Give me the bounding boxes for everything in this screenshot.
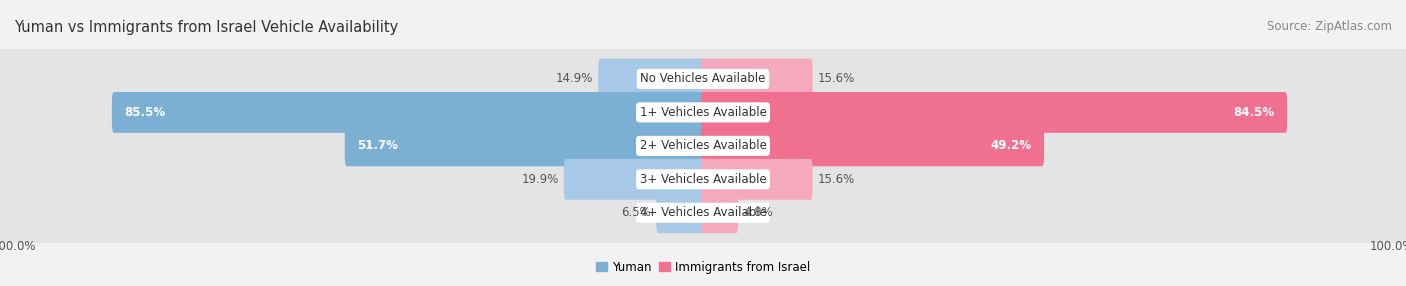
FancyBboxPatch shape xyxy=(702,159,813,200)
FancyBboxPatch shape xyxy=(112,92,704,133)
FancyBboxPatch shape xyxy=(702,92,1288,133)
Legend: Yuman, Immigrants from Israel: Yuman, Immigrants from Israel xyxy=(591,256,815,278)
FancyBboxPatch shape xyxy=(702,59,813,99)
FancyBboxPatch shape xyxy=(702,192,738,233)
FancyBboxPatch shape xyxy=(0,49,1406,109)
FancyBboxPatch shape xyxy=(599,59,704,99)
FancyBboxPatch shape xyxy=(0,116,1406,176)
FancyBboxPatch shape xyxy=(0,149,1406,209)
Text: Yuman vs Immigrants from Israel Vehicle Availability: Yuman vs Immigrants from Israel Vehicle … xyxy=(14,20,398,35)
FancyBboxPatch shape xyxy=(702,126,1045,166)
Text: 14.9%: 14.9% xyxy=(557,72,593,86)
Text: 49.2%: 49.2% xyxy=(991,139,1032,152)
Text: 51.7%: 51.7% xyxy=(357,139,398,152)
Text: 4+ Vehicles Available: 4+ Vehicles Available xyxy=(640,206,766,219)
Text: 84.5%: 84.5% xyxy=(1233,106,1275,119)
Text: 15.6%: 15.6% xyxy=(817,72,855,86)
FancyBboxPatch shape xyxy=(344,126,704,166)
Text: 85.5%: 85.5% xyxy=(124,106,166,119)
Text: 6.5%: 6.5% xyxy=(621,206,651,219)
Text: 2+ Vehicles Available: 2+ Vehicles Available xyxy=(640,139,766,152)
FancyBboxPatch shape xyxy=(657,192,704,233)
Text: No Vehicles Available: No Vehicles Available xyxy=(640,72,766,86)
Text: Source: ZipAtlas.com: Source: ZipAtlas.com xyxy=(1267,20,1392,33)
Text: 4.8%: 4.8% xyxy=(742,206,773,219)
Text: 1+ Vehicles Available: 1+ Vehicles Available xyxy=(640,106,766,119)
Text: 3+ Vehicles Available: 3+ Vehicles Available xyxy=(640,173,766,186)
FancyBboxPatch shape xyxy=(564,159,704,200)
Text: 19.9%: 19.9% xyxy=(522,173,560,186)
Text: 15.6%: 15.6% xyxy=(817,173,855,186)
FancyBboxPatch shape xyxy=(0,82,1406,142)
FancyBboxPatch shape xyxy=(0,183,1406,243)
